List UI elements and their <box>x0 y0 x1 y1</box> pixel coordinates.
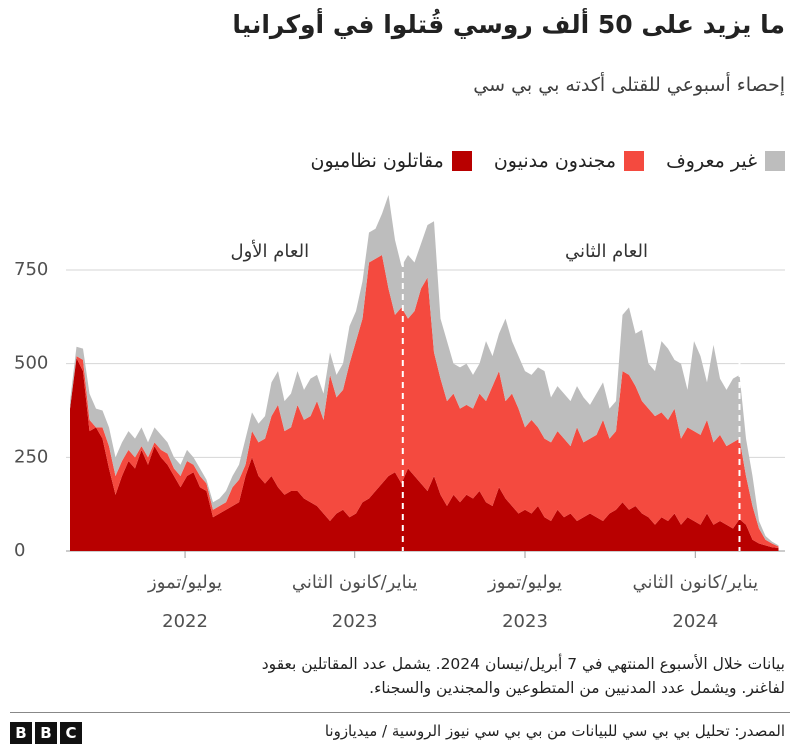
source: المصدر: تحليل بي بي سي للبيانات من بي بي… <box>324 722 785 740</box>
footnote: بيانات خلال الأسبوع المنتهي في 7 أبريل/ن… <box>262 652 785 700</box>
x-tick-year: 2023 <box>502 611 548 632</box>
chart-subtitle: إحصاء أسبوعي للقتلى أكدته بي بي سي <box>473 74 785 96</box>
x-tick-year: 2022 <box>162 611 208 632</box>
x-tick-year: 2023 <box>332 611 378 632</box>
y-tick-label: 0 <box>14 540 25 561</box>
x-tick-label: يناير/كانون الثاني <box>292 572 418 593</box>
legend-swatch <box>451 151 472 171</box>
chart: 0 250 500 750 العام الأول العام الثاني يوليو/ت… <box>14 195 785 632</box>
legend-label: غير معروف <box>666 150 757 172</box>
legend: غير معروف مجندون مدنيون مقاتلون نظاميون <box>311 150 785 172</box>
legend-item: غير معروف <box>666 150 785 172</box>
y-tick-label: 750 <box>14 259 48 280</box>
area <box>70 254 779 548</box>
chart-title: ما يزيد على 50 ألف روسي قُتلوا في أوكران… <box>232 10 785 39</box>
legend-item: مقاتلون نظاميون <box>311 150 472 172</box>
logo-letter: B <box>35 722 57 744</box>
x-tick-label: يناير/كانون الثاني <box>632 572 758 593</box>
legend-swatch <box>765 151 785 171</box>
area <box>70 358 779 551</box>
legend-swatch <box>624 151 645 171</box>
area <box>70 195 779 547</box>
legend-label: مجندون مدنيون <box>493 150 617 172</box>
period-label: العام الأول <box>231 240 310 262</box>
divider <box>10 712 790 713</box>
y-tick-label: 500 <box>14 353 48 374</box>
x-tick-year: 2024 <box>672 611 718 632</box>
legend-item: مجندون مدنيون <box>493 150 645 172</box>
period-label: العام الثاني <box>565 241 648 262</box>
logo: B B C <box>10 722 82 744</box>
x-tick-label: يوليو/تموز <box>147 572 222 593</box>
logo-letter: C <box>60 722 82 744</box>
logo-letter: B <box>10 722 32 744</box>
legend-label: مقاتلون نظاميون <box>310 150 444 172</box>
footnote-line: لفاغنر. ويشمل عدد المدنيين من المتطوعين … <box>369 679 785 697</box>
x-tick-label: يوليو/تموز <box>487 572 562 593</box>
y-tick-label: 250 <box>14 446 48 467</box>
footnote-line: بيانات خلال الأسبوع المنتهي في 7 أبريل/ن… <box>261 655 785 673</box>
